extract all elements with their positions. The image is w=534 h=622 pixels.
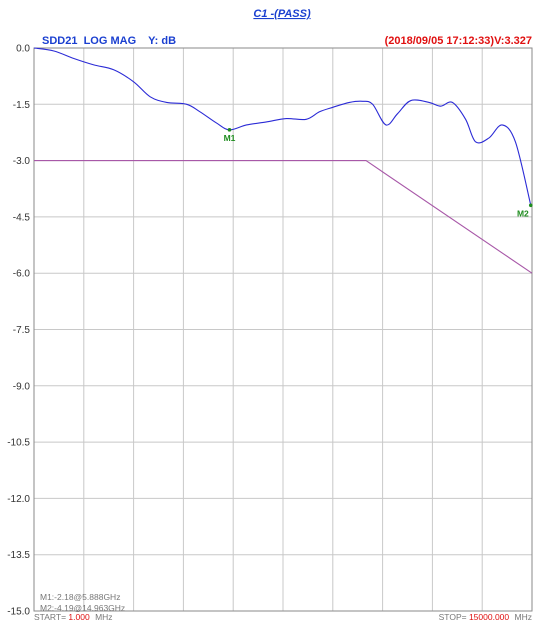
y-tick-label: -4.5: [13, 212, 31, 223]
y-tick-label: -1.5: [13, 100, 31, 111]
y-tick-label: -9.0: [13, 381, 31, 392]
marker-point-m2: [529, 203, 533, 207]
y-tick-label: -3.0: [13, 156, 31, 167]
timestamp: (2018/09/05 17:12:33)V:3.327: [385, 35, 532, 47]
y-tick-label: -13.5: [7, 550, 30, 561]
y-tick-label: -15.0: [7, 607, 30, 618]
y-tick-label: -6.0: [13, 269, 31, 280]
grid: [34, 48, 532, 611]
markers: M1 M2: [224, 128, 533, 218]
start-value: 1.000: [68, 612, 90, 622]
y-tick-labels: 0.0 -1.5 -3.0 -4.5 -6.0 -7.5 -9.0 -10.5 -12.0 -13…: [7, 44, 30, 618]
y-tick-label: 0.0: [16, 44, 30, 55]
marker-label-m2: M2: [517, 208, 529, 218]
stop-value: 15000.000: [469, 612, 509, 622]
y-tick-label: -12.0: [7, 494, 30, 505]
y-tick-label: -10.5: [7, 438, 30, 449]
marker-point-m1: [228, 128, 232, 132]
marker-readout-m1: M1:-2.18@5.888GHz: [40, 592, 120, 602]
stop-frequency: STOP= 15000.000 MHz: [439, 612, 532, 622]
start-unit: MHz: [95, 612, 112, 622]
stop-unit: MHz: [515, 612, 532, 622]
stop-prefix: STOP=: [439, 612, 467, 622]
trace-label: SDD21 LOG MAG Y: dB: [42, 35, 176, 47]
measured-trace-line: [34, 48, 531, 205]
y-tick-label: -7.5: [13, 325, 31, 336]
start-frequency: START= 1.000 MHz: [34, 612, 113, 622]
marker-label-m1: M1: [224, 133, 236, 143]
chart-title: C1 -(PASS): [253, 8, 311, 20]
start-prefix: START=: [34, 612, 66, 622]
